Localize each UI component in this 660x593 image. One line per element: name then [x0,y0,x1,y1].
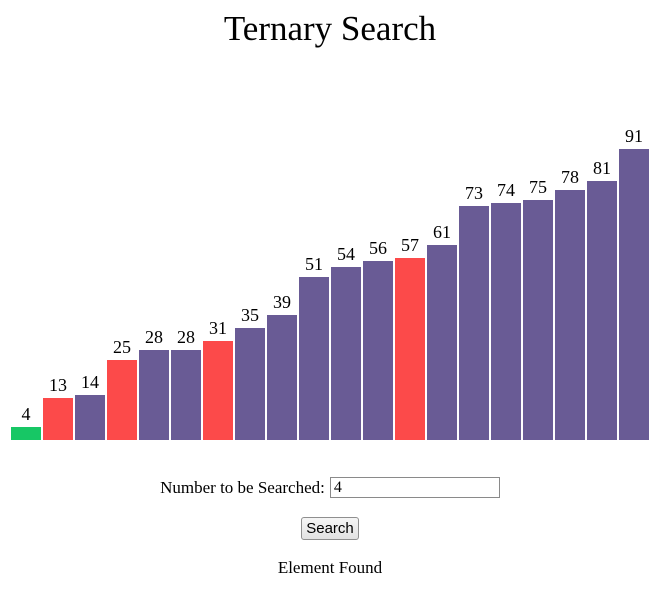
bar [363,261,393,440]
bar [491,203,521,440]
bar-value-label: 4 [21,404,31,424]
bar [75,395,105,440]
bar-chart: 4 13 14 25 28 28 31 35 39 51 54 56 57 61 73 74 75 78 81 91 [0,49,660,440]
bar-value-label: 75 [529,177,547,197]
bar-column: 73 [459,184,489,440]
bar-value-label: 28 [177,327,195,347]
bar-value-label: 31 [209,318,227,338]
bar-value-label: 25 [113,337,131,357]
bar [619,149,649,440]
bar-value-label: 13 [49,375,67,395]
bar-value-label: 57 [401,235,419,255]
bar-column: 13 [43,376,73,440]
bar [555,190,585,440]
bar [267,315,297,440]
bar [11,427,41,440]
bar-value-label: 61 [433,222,451,242]
search-input[interactable] [329,477,500,498]
bar [107,360,137,440]
status-message: Element Found [277,558,383,577]
bar [171,350,201,440]
bar [427,245,457,440]
bar [203,341,233,440]
bar-value-label: 81 [593,158,611,178]
bar-value-label: 14 [81,372,99,392]
bar-value-label: 28 [145,327,163,347]
bar-column: 81 [587,159,617,440]
bar-column: 51 [299,255,329,440]
search-input-label: Number to be Searched: [160,477,325,497]
bar-column: 28 [139,328,169,440]
bar [331,267,361,440]
bar-value-label: 56 [369,238,387,258]
bar [395,258,425,440]
bar-column: 31 [203,319,233,440]
bar-value-label: 78 [561,167,579,187]
bar-column: 39 [267,293,297,440]
bar [43,398,73,440]
bar-value-label: 54 [337,244,355,264]
bar-column: 4 [11,405,41,440]
bar-value-label: 74 [497,180,515,200]
bar-column: 35 [235,306,265,440]
bar-column: 54 [331,245,361,440]
bar [523,200,553,440]
button-row: Search [0,517,660,540]
bar-column: 25 [107,338,137,440]
bar [235,328,265,440]
bar [459,206,489,440]
bar-column: 78 [555,168,585,440]
search-form-row: Number to be Searched: [0,477,660,498]
bar-column: 28 [171,328,201,440]
bar-column: 75 [523,178,553,440]
search-button[interactable]: Search [301,517,359,540]
bar-column: 74 [491,181,521,440]
page-title: Ternary Search [223,9,437,48]
bar [139,350,169,440]
bar-column: 61 [427,223,457,440]
bar-column: 57 [395,236,425,440]
bar [299,277,329,440]
bar [587,181,617,440]
bar-column: 14 [75,373,105,440]
bar-value-label: 51 [305,254,323,274]
bar-value-label: 39 [273,292,291,312]
bar-value-label: 91 [625,126,643,146]
bar-column: 56 [363,239,393,440]
bar-value-label: 35 [241,305,259,325]
bar-value-label: 73 [465,183,483,203]
bar-column: 91 [619,127,649,440]
